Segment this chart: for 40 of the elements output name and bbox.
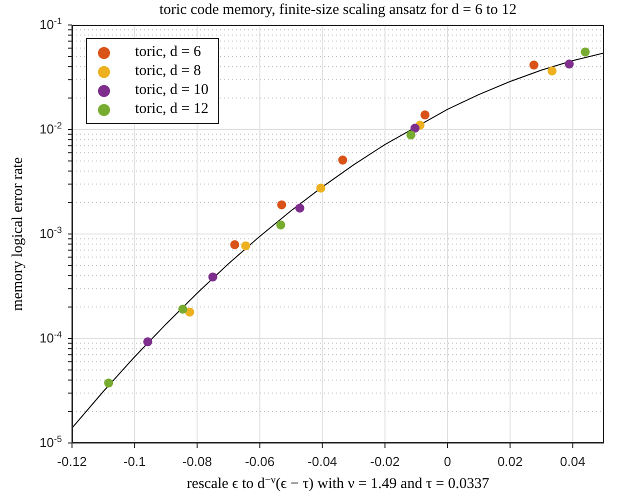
- point: [529, 60, 538, 70]
- x-tick-label: 0.02: [497, 454, 523, 469]
- point: [548, 66, 557, 76]
- y-tick-label: 10$^{-1}$: [39, 16, 62, 32]
- x-axis-title: rescale ϵ to d$^{−ν}$(ϵ − τ) with ν = 1.49 and τ = 0.0337: [186, 474, 490, 492]
- x-tick-label: -0.1: [123, 454, 146, 469]
- y-tick-label: 10$^{-5}$: [39, 434, 62, 450]
- point: [143, 337, 152, 346]
- point: [316, 184, 326, 193]
- point: [104, 378, 114, 388]
- legend-label: toric, d = 12: [135, 101, 208, 118]
- point: [580, 47, 590, 56]
- point: [406, 130, 416, 140]
- y-tick-label: 10$^{-2}$: [39, 120, 62, 136]
- point: [277, 200, 286, 210]
- legend-label: toric, d = 6: [135, 44, 201, 61]
- x-tick-label: -0.04: [308, 454, 338, 469]
- point: [420, 110, 430, 120]
- legend-label: toric, d = 10: [135, 82, 208, 99]
- x-tick-label: -0.02: [370, 454, 400, 469]
- point: [230, 240, 240, 250]
- y-tick-label: 10$^{-4}$: [39, 330, 62, 346]
- point: [564, 60, 574, 69]
- y-axis-title: memory logical error rate: [10, 156, 26, 311]
- point: [178, 304, 188, 314]
- point: [185, 308, 194, 317]
- x-tick-label: -0.08: [182, 454, 212, 469]
- chart-title: toric code memory, finite-size scaling ansatz for d = 6 to 12: [158, 2, 518, 19]
- point: [208, 272, 218, 282]
- x-tick-label: 0: [444, 454, 452, 469]
- x-tick-label: -0.06: [244, 454, 275, 469]
- y-tick-label: 10$^{-3}$: [39, 225, 62, 241]
- point: [276, 220, 286, 230]
- legend-label: toric, d = 8: [135, 63, 201, 80]
- x-tick-label: 0.04: [560, 454, 586, 469]
- point: [241, 241, 250, 250]
- point: [338, 156, 348, 165]
- point: [295, 204, 304, 213]
- point: [410, 124, 420, 133]
- x-tick-label: -0.12: [57, 454, 87, 469]
